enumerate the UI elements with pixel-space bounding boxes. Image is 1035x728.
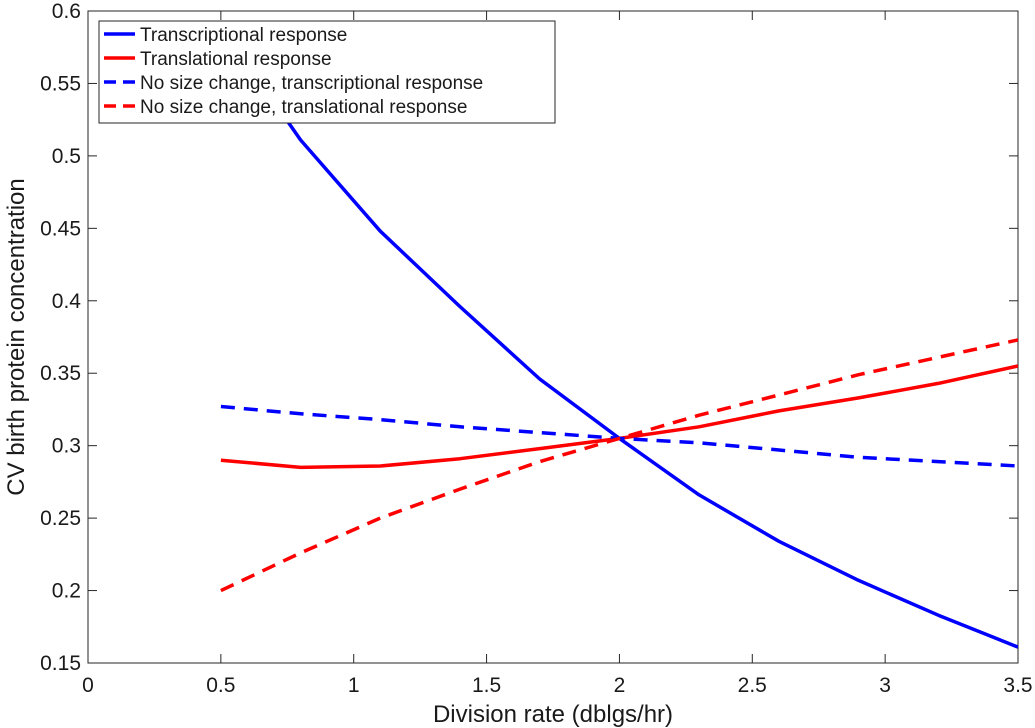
x-tick-label: 0.5 [206, 674, 235, 697]
x-tick-label: 2 [614, 674, 626, 697]
series-line-4 [220, 338, 1018, 593]
x-axis-title: Division rate (dblgs/hr) [433, 701, 673, 728]
legend-label: No size change, translational response [140, 97, 467, 118]
x-tick-label: 1.5 [472, 674, 501, 697]
y-tick-label: 0.35 [40, 362, 81, 385]
series-lines [219, 24, 1018, 649]
y-tick-label: 0.55 [40, 72, 81, 95]
x-tick-label: 0 [82, 674, 94, 697]
y-axis-title: CV birth protein concentration [3, 178, 30, 496]
x-tick-label: 2.5 [738, 674, 767, 697]
x-tick-label: 3.5 [1003, 674, 1032, 697]
x-tick-label: 1 [348, 674, 360, 697]
axis-ticks: 0 0.5 1 1.5 2 2.5 3 3.5 0.15 0.2 0.25 0.3 0.35 0.4 0.4… [40, 0, 1032, 697]
y-tick-label: 0.3 [52, 435, 81, 458]
y-tick-label: 0.5 [52, 145, 81, 168]
y-tick-label: 0.2 [52, 580, 81, 603]
legend-label: Translational response [140, 49, 332, 70]
y-tick-label: 0.6 [52, 0, 81, 23]
x-tick-label: 3 [879, 674, 891, 697]
y-tick-label: 0.45 [40, 217, 81, 240]
legend-box [98, 20, 556, 124]
y-tick-label: 0.25 [40, 507, 81, 530]
y-tick-label: 0.4 [52, 290, 82, 313]
legend-label: No size change, transcriptional response [140, 73, 483, 94]
legend: Transcriptional response Translational re… [98, 20, 556, 124]
y-tick-label: 0.15 [40, 652, 81, 675]
legend-label: Transcriptional response [140, 25, 347, 46]
